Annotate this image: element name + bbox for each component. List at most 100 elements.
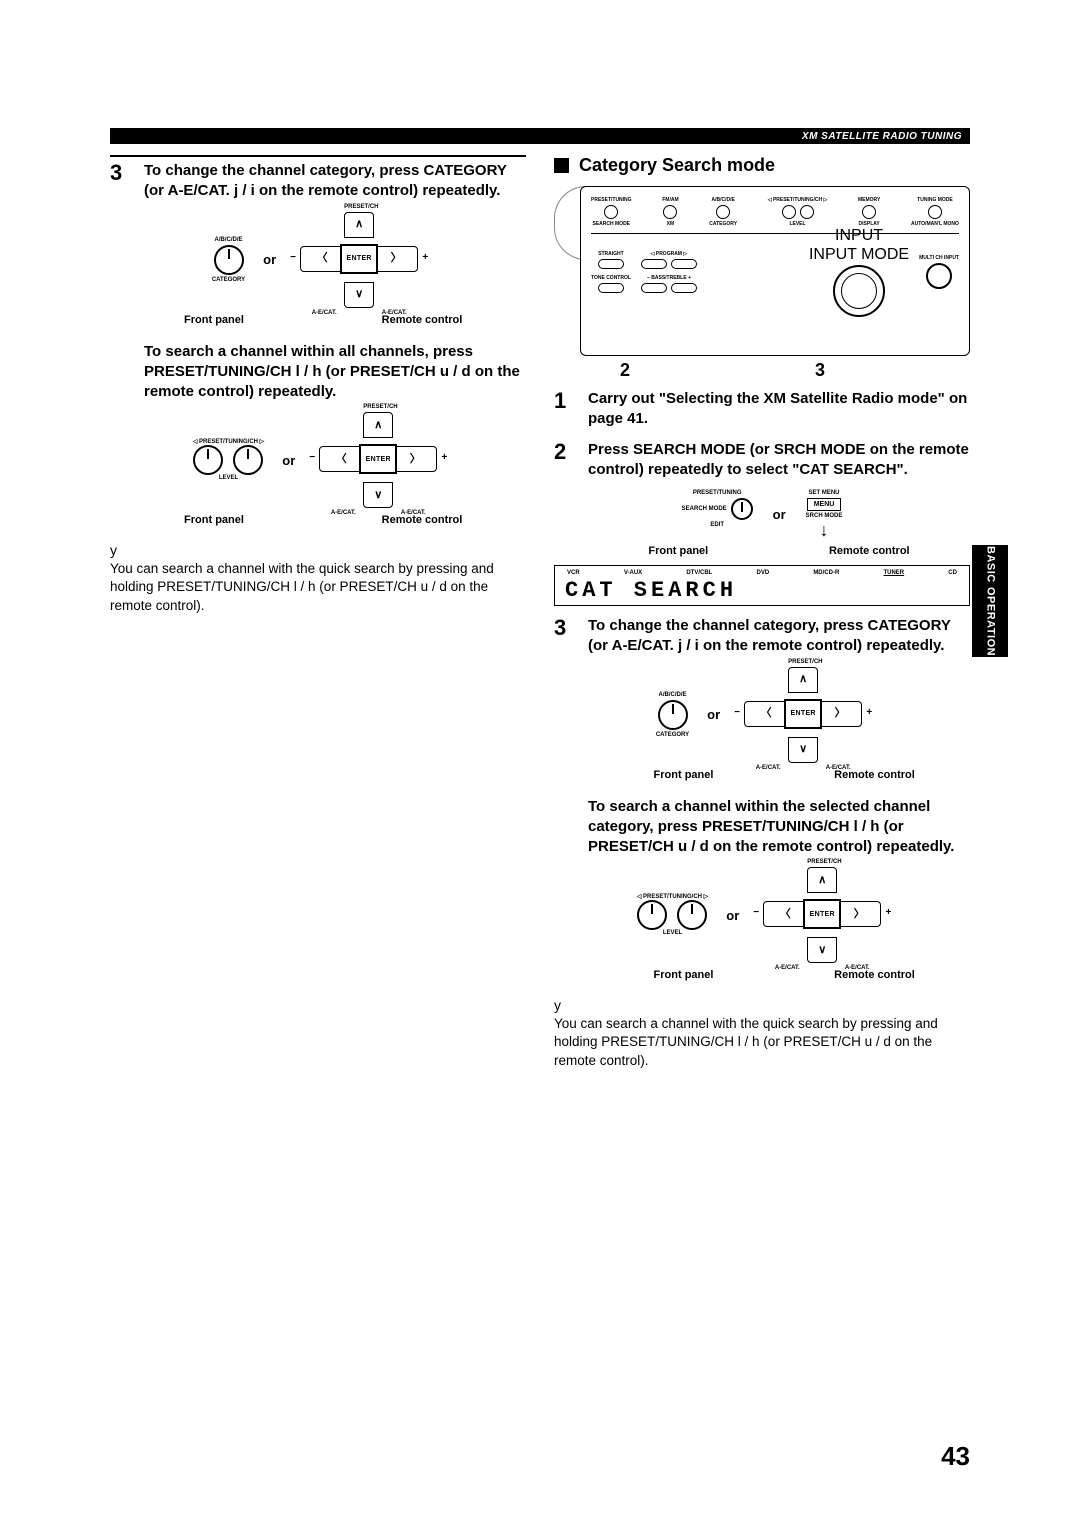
dpad-left: 〈 [300,246,344,272]
knob-icon [233,445,263,475]
input-mdcdr: MD/CD-R [813,570,839,576]
figure-search-mode: PRESET/TUNING SEARCH MODE EDIT or SET ME… [554,490,970,539]
dpad-label-bl: A-E/CAT. [323,510,363,516]
figure-category-controls: A/B/C/D/E CATEGORY or PRESET/CH ∧ ∨ 〈 〉 … [110,212,526,308]
chevron-down-icon: ∨ [374,490,382,501]
dpad-enter: ENTER [784,699,822,729]
pill-button-icon [598,283,624,293]
right-step-3: 3 To change the channel category, press … [554,616,970,657]
input-dvd: DVD [756,570,769,576]
dpad-enter: ENTER [359,444,397,474]
page-number: 43 [941,1441,970,1472]
dpad-left: 〈 [763,901,807,927]
chevron-left-icon: 〈 [336,454,347,465]
chevron-down-icon: ∨ [818,945,826,956]
remote-dpad: PRESET/CH ∧ ∨ 〈 〉 ENTER − + A-E/CAT. A-E… [738,667,868,763]
round-button-icon [716,205,730,219]
content-columns: 3 To change the channel category, press … [110,155,970,1448]
panel-multich: MULTI CH INPUT [919,255,959,289]
dpad-up: ∧ [788,667,818,693]
caption-remote: Remote control [318,314,526,326]
panel-pill-group: − BASS/TREBLE + [641,275,697,293]
right-step-2: 2 Press SEARCH MODE (or SRCH MODE on the… [554,440,970,481]
step-number: 3 [554,616,574,657]
dpad-label-top: PRESET/CH [363,404,393,410]
dpad-right: 〉 [818,701,862,727]
left-step-3: 3 To change the channel category, press … [110,161,526,202]
dpad-down: ∨ [363,482,393,508]
hint-body: You can search a channel with the quick … [554,1015,970,1070]
round-button-icon [862,205,876,219]
chevron-left-icon: 〈 [317,253,328,264]
square-bullet-icon [554,158,569,173]
chevron-down-icon: ∨ [355,289,363,300]
dpad-left: 〈 [319,446,363,472]
side-tab-line2: OPERATION [983,587,996,656]
panel-btn: PRESET/TUNINGSEARCH MODE [591,197,632,227]
caption-front-panel: Front panel [110,514,318,526]
front-panel-preset-knobs: ◁ PRESET/TUNING/CH ▷ LEVEL [193,439,265,481]
marker-2: 2 [580,360,775,381]
panel-bottom-row: STRAIGHT TONE CONTROL ◁ PROGRAM ▷ − BASS… [591,240,959,304]
manual-page: XM SATELLITE RADIO TUNING BASIC OPERATIO… [0,0,1080,1528]
chevron-up-icon: ∧ [799,674,807,685]
dpad-label-top: PRESET/CH [344,204,374,210]
dpad-label-br: A-E/CAT. [374,310,414,316]
round-button-icon [604,205,618,219]
front-panel-preset-knobs: ◁ PRESET/TUNING/CH ▷ LEVEL [637,894,709,936]
pill-button-icon [641,283,667,293]
step-number: 1 [554,389,574,430]
pill-button-icon [671,259,697,269]
panel-pill-group: ◁ PROGRAM ▷ [641,251,697,269]
chevron-left-icon: 〈 [780,909,791,920]
pill-button-icon [671,283,697,293]
dpad-right: 〉 [374,246,418,272]
step-text: To change the channel category, press CA… [144,161,526,202]
panel-pill: TONE CONTROL [591,275,631,293]
page-header-title: XM SATELLITE RADIO TUNING [802,131,962,142]
panel-callout-markers: 2 3 [580,360,970,381]
or-separator: or [773,507,786,522]
dpad-left: 〈 [744,701,788,727]
step-number: 3 [110,161,130,202]
chevron-up-icon: ∧ [355,219,363,230]
dpad-enter: ENTER [803,899,841,929]
chevron-up-icon: ∧ [374,420,382,431]
panel-btn: MEMORYDISPLAY [858,197,880,227]
left-column: 3 To change the channel category, press … [110,155,526,1448]
round-button-icon [663,205,677,219]
minus-icon: − [290,252,296,263]
panel-pill: STRAIGHT [591,251,631,269]
or-separator: or [263,252,276,267]
down-arrow-icon: ↓ [820,521,829,539]
step-text: To change the channel category, press CA… [588,616,970,657]
input-vaux: V-AUX [624,570,642,576]
or-separator: or [707,707,720,722]
menu-button: MENU [807,498,842,511]
dpad-up: ∧ [363,412,393,438]
chevron-right-icon: 〉 [835,708,846,719]
minus-icon: − [309,452,315,463]
chevron-up-icon: ∧ [818,875,826,886]
round-button-icon [782,205,796,219]
input-cd: CD [948,570,957,576]
chevron-right-icon: 〉 [854,909,865,920]
front-panel-category-knob: A/B/C/D/E CATEGORY [656,692,689,738]
step-text: Press SEARCH MODE (or SRCH MODE on the r… [588,440,970,481]
panel-btn: A/B/C/D/ECATEGORY [709,197,737,227]
section-heading-text: Category Search mode [579,155,775,176]
right-step-1: 1 Carry out "Selecting the XM Satellite … [554,389,970,430]
knob-icon [731,498,753,520]
dpad-right: 〉 [837,901,881,927]
pill-button-icon [641,259,667,269]
minus-icon: − [753,907,759,918]
front-search-mode: PRESET/TUNING SEARCH MODE EDIT [682,490,753,528]
section-side-tab: BASIC OPERATION [972,545,1008,657]
dpad-label-bl: A-E/CAT. [304,310,344,316]
figure-captions: Front panel Remote control [588,545,970,557]
knob-icon [193,445,223,475]
knob-label-bottom: LEVEL [219,475,238,481]
knob-icon [637,900,667,930]
or-separator: or [726,908,739,923]
dpad-down: ∨ [788,737,818,763]
